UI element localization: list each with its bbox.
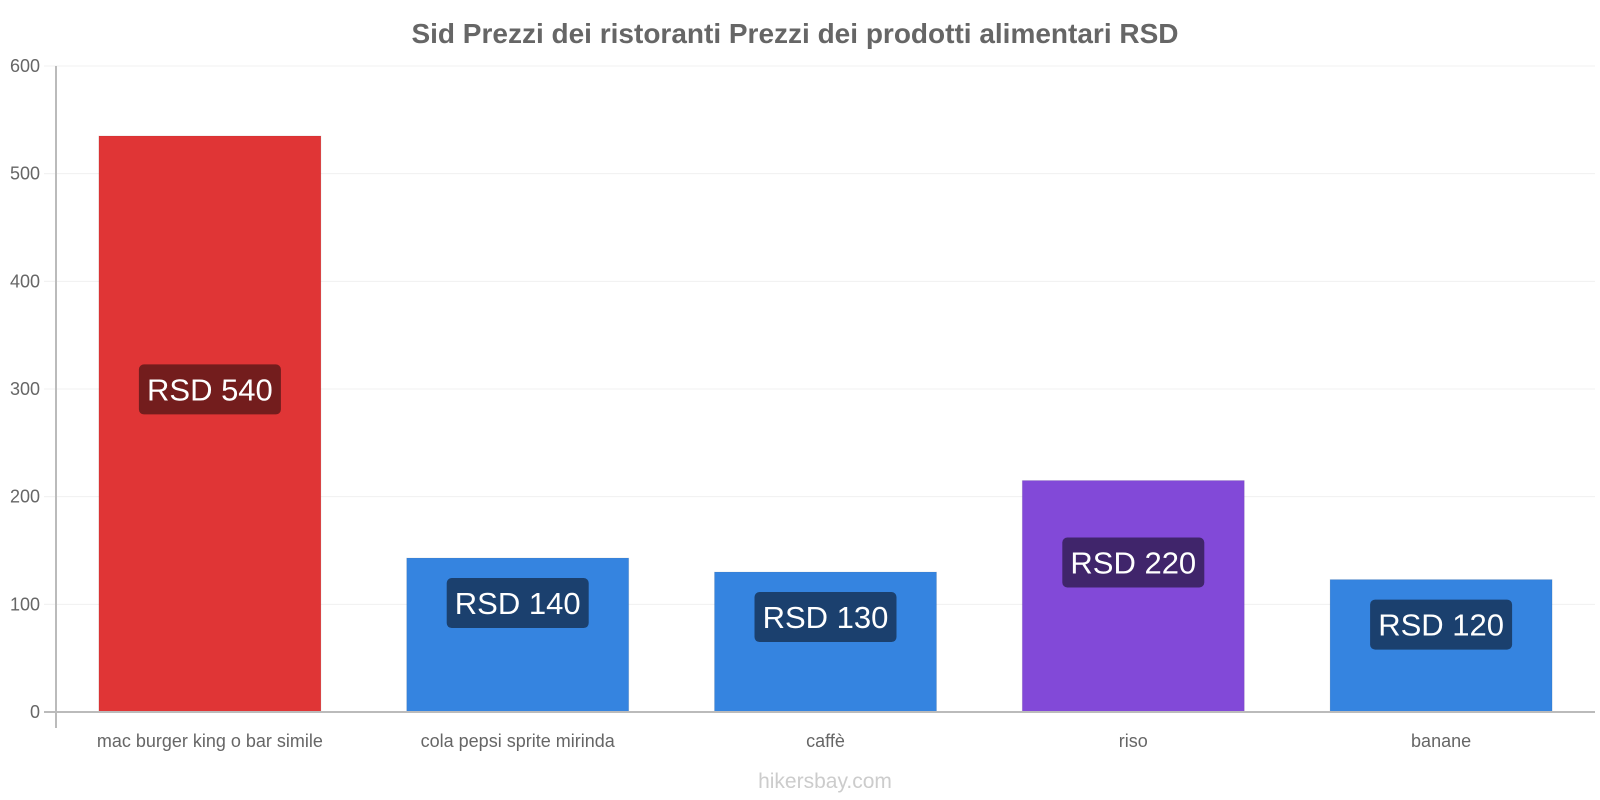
y-tick-label: 100: [10, 594, 40, 614]
value-label: RSD 220: [1070, 546, 1196, 581]
value-label-bg: [138, 364, 281, 415]
y-tick-label: 200: [10, 487, 40, 507]
y-tick-label: 400: [10, 271, 40, 291]
x-category-label: banane: [1411, 731, 1471, 751]
bar-group: RSD 120: [1329, 579, 1553, 713]
watermark: hikersbay.com: [758, 770, 892, 793]
bar-group: RSD 540: [98, 135, 322, 713]
y-tick-label: 500: [10, 164, 40, 184]
y-tick-label: 300: [10, 379, 40, 399]
x-category-label: cola pepsi sprite mirinda: [421, 731, 616, 751]
value-label: RSD 140: [455, 586, 581, 621]
bar-group: RSD 130: [714, 571, 937, 713]
value-label-bg: [1062, 537, 1205, 588]
value-label: RSD 130: [763, 600, 889, 635]
value-label-bg: [446, 578, 589, 629]
bar: [1021, 480, 1245, 713]
bar-group: RSD 140: [406, 557, 630, 713]
x-category-label: riso: [1119, 731, 1148, 751]
value-label: RSD 540: [147, 372, 273, 407]
chart-title: Sid Prezzi dei ristoranti Prezzi dei pro…: [411, 18, 1178, 49]
value-label-bg: [1370, 599, 1513, 650]
x-category-label: caffè: [806, 731, 845, 751]
value-label-bg: [754, 592, 897, 643]
bars: RSD 540 RSD 140 RSD 130 RSD 220 RSD 120: [98, 135, 1553, 713]
bar-group: RSD 220: [1021, 480, 1245, 713]
y-axis: 0 100 200 300 400 500 600: [10, 56, 57, 728]
x-category-label: mac burger king o bar simile: [97, 731, 323, 751]
y-tick-label: 0: [30, 702, 40, 722]
y-tick-label: 600: [10, 56, 40, 76]
value-label: RSD 120: [1378, 608, 1504, 643]
x-axis: mac burger king o bar simile cola pepsi s…: [44, 711, 1595, 751]
bar: [98, 135, 322, 713]
